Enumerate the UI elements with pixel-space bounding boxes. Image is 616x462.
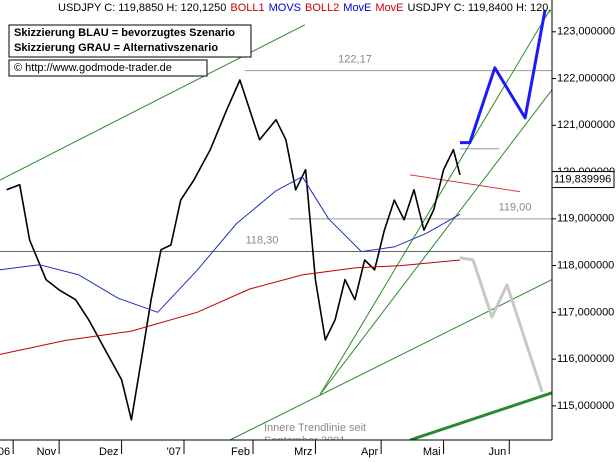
header-part: USDJPY C: 119,8400 H: 120,1150 [408, 2, 576, 14]
header-part: BOLL1 [230, 2, 264, 14]
y-tick-label: 123,000000 [557, 26, 615, 38]
moving-average [0, 259, 461, 355]
y-tick-label: 118,000000 [557, 259, 614, 271]
x-tick-label: '07 [167, 446, 181, 458]
note: Skizzierung GRAU = Alternativszenario [14, 42, 218, 54]
trend-line [459, 256, 544, 393]
y-tick-label: 116,000000 [557, 353, 614, 365]
x-tick-label: Jun [489, 446, 507, 458]
x-tick-label: Feb [231, 446, 250, 458]
header-part: MOVS [269, 2, 301, 14]
last-price-box [551, 171, 615, 189]
trend-line [409, 391, 552, 440]
note: Skizzierung BLAU = bevorzugtes Szenario [14, 27, 235, 39]
header-part: USDJPY C: 119,8850 H: 120,1250 [58, 2, 226, 14]
y-tick-label: 119,000000 [557, 213, 614, 225]
y-tick-label: 122,000000 [557, 72, 615, 84]
level-label: 118,30 [246, 234, 279, 246]
level-label: 119,00 [499, 202, 532, 214]
note: © http://www.godmode-trader.de [14, 62, 172, 74]
note-box [8, 59, 208, 77]
y-tick-label: 117,000000 [557, 306, 614, 318]
x-tick-label: '06 [0, 446, 10, 458]
trend-note: September 2001 [264, 435, 345, 447]
plot-area: 122,17 119,00 118,30 Innere Trendlinie seit… [0, 2, 575, 447]
note-box [8, 24, 252, 58]
trend-line [319, 89, 552, 395]
trend-line [410, 174, 521, 193]
trend-line [460, 9, 547, 145]
last-price-label: 119,839996 [554, 173, 611, 185]
x-tick-label: Nov [37, 446, 57, 458]
header-part: BOLL2 [305, 2, 339, 14]
price-line [6, 79, 461, 421]
x-tick-label: Dez [99, 446, 119, 458]
header: USDJPY C: 119,8850 H: 120,1250 BOLL1 MOVS B… [58, 2, 575, 14]
x-tick-label: Mrz [294, 446, 312, 458]
header-part: MovE [343, 2, 371, 14]
level-label: 122,17 [338, 54, 372, 66]
trend-note: Innere Trendlinie seit [264, 422, 366, 434]
x-tick-label: Mai [423, 446, 441, 458]
y-tick-label: 121,000000 [557, 119, 615, 131]
y-tick-label: 115,000000 [557, 400, 614, 412]
moving-average [0, 176, 461, 313]
x-tick-label: Apr [361, 446, 378, 458]
header-part: MovE [375, 2, 403, 14]
trend-line [0, 24, 306, 181]
